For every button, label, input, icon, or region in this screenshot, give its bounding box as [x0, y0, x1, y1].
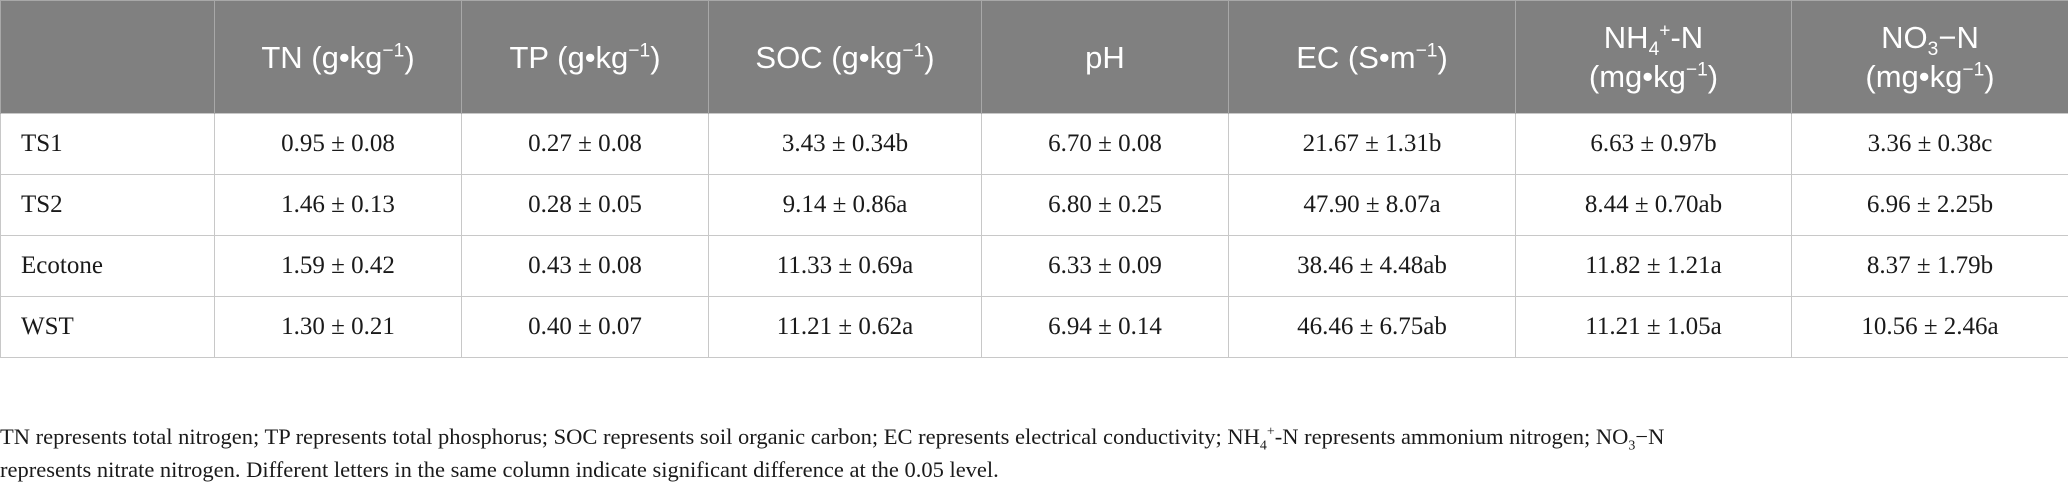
row-label: TS2	[0, 174, 215, 236]
table-row: WST 1.30 ± 0.21 0.40 ± 0.07 11.21 ± 0.62…	[0, 296, 2068, 358]
table-cell: 0.28 ± 0.05	[461, 174, 709, 236]
table-cell: 6.94 ± 0.14	[981, 296, 1229, 358]
table-row: TS1 0.95 ± 0.08 0.27 ± 0.08 3.43 ± 0.34b…	[0, 113, 2068, 175]
table-cell: 47.90 ± 8.07a	[1228, 174, 1516, 236]
table-cell: 0.95 ± 0.08	[214, 113, 462, 175]
footnote-line-1: TN represents total nitrogen; TP represe…	[0, 424, 1665, 454]
table-footnote: TN represents total nitrogen; TP represe…	[0, 420, 2060, 486]
table-cell: 11.21 ± 0.62a	[708, 296, 982, 358]
header-soc: SOC (g•kg−1)	[708, 0, 982, 114]
table-cell: 21.67 ± 1.31b	[1228, 113, 1516, 175]
table-cell: 10.56 ± 2.46a	[1791, 296, 2068, 358]
footnote-line-2: represents nitrate nitrogen. Different l…	[0, 457, 999, 482]
row-label: Ecotone	[0, 235, 215, 297]
header-tn: TN (g•kg−1)	[214, 0, 462, 114]
header-nh4: NH4+-N (mg•kg−1)	[1515, 0, 1792, 114]
soil-properties-table: TN (g•kg−1) TP (g•kg−1) SOC (g•kg−1) pH …	[0, 0, 2068, 358]
table-cell: 11.82 ± 1.21a	[1515, 235, 1792, 297]
header-no3: NO3−N (mg•kg−1)	[1791, 0, 2068, 114]
header-row: TN (g•kg−1) TP (g•kg−1) SOC (g•kg−1) pH …	[0, 0, 2068, 114]
header-tp: TP (g•kg−1)	[461, 0, 709, 114]
table-cell: 8.37 ± 1.79b	[1791, 235, 2068, 297]
table-cell: 6.70 ± 0.08	[981, 113, 1229, 175]
table-cell: 1.59 ± 0.42	[214, 235, 462, 297]
table-cell: 6.63 ± 0.97b	[1515, 113, 1792, 175]
table-row: Ecotone 1.59 ± 0.42 0.43 ± 0.08 11.33 ± …	[0, 235, 2068, 297]
table-cell: 0.27 ± 0.08	[461, 113, 709, 175]
table-cell: 11.33 ± 0.69a	[708, 235, 982, 297]
row-label: TS1	[0, 113, 215, 175]
row-label: WST	[0, 296, 215, 358]
table-cell: 6.33 ± 0.09	[981, 235, 1229, 297]
table-cell: 1.46 ± 0.13	[214, 174, 462, 236]
header-ph: pH	[981, 0, 1229, 114]
table-cell: 8.44 ± 0.70ab	[1515, 174, 1792, 236]
header-ec: EC (S•m−1)	[1228, 0, 1516, 114]
table-cell: 11.21 ± 1.05a	[1515, 296, 1792, 358]
table-cell: 9.14 ± 0.86a	[708, 174, 982, 236]
table-cell: 3.36 ± 0.38c	[1791, 113, 2068, 175]
table-cell: 38.46 ± 4.48ab	[1228, 235, 1516, 297]
table-cell: 3.43 ± 0.34b	[708, 113, 982, 175]
table-cell: 0.43 ± 0.08	[461, 235, 709, 297]
table-container: TN (g•kg−1) TP (g•kg−1) SOC (g•kg−1) pH …	[0, 0, 2068, 358]
table-cell: 6.80 ± 0.25	[981, 174, 1229, 236]
table-cell: 6.96 ± 2.25b	[1791, 174, 2068, 236]
table-cell: 1.30 ± 0.21	[214, 296, 462, 358]
table-cell: 0.40 ± 0.07	[461, 296, 709, 358]
table-row: TS2 1.46 ± 0.13 0.28 ± 0.05 9.14 ± 0.86a…	[0, 174, 2068, 236]
table-cell: 46.46 ± 6.75ab	[1228, 296, 1516, 358]
header-blank	[0, 0, 215, 114]
